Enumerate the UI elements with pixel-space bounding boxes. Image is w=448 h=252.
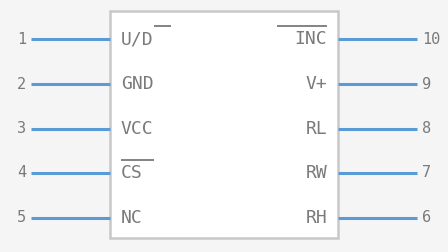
Text: INC: INC xyxy=(294,30,327,48)
Text: RH: RH xyxy=(305,209,327,227)
Text: NC: NC xyxy=(121,209,143,227)
Text: GND: GND xyxy=(121,75,154,93)
Text: 9: 9 xyxy=(422,77,431,92)
Bar xyxy=(110,11,338,238)
Text: VCC: VCC xyxy=(121,119,154,138)
Text: 8: 8 xyxy=(422,121,431,136)
Text: CS: CS xyxy=(121,164,143,182)
Text: U/D: U/D xyxy=(121,30,154,48)
Text: 3: 3 xyxy=(17,121,26,136)
Text: 2: 2 xyxy=(17,77,26,92)
Text: 5: 5 xyxy=(17,210,26,226)
Text: 7: 7 xyxy=(422,165,431,180)
Text: RW: RW xyxy=(305,164,327,182)
Text: RL: RL xyxy=(305,119,327,138)
Text: V+: V+ xyxy=(305,75,327,93)
Text: 1: 1 xyxy=(17,32,26,47)
Text: 6: 6 xyxy=(422,210,431,226)
Text: 4: 4 xyxy=(17,165,26,180)
Text: 10: 10 xyxy=(422,32,440,47)
